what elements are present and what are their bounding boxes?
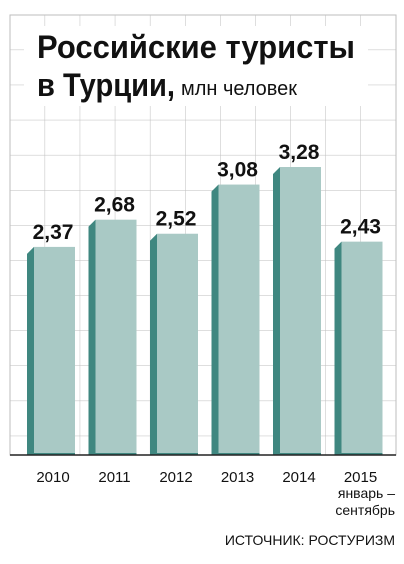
data-label: 3,08	[217, 159, 258, 182]
bar-depth	[334, 241, 383, 455]
bar-depth	[150, 233, 198, 455]
chart-title: Российские туристы	[37, 29, 355, 65]
data-label: 3,28	[279, 141, 320, 164]
data-label: 2,68	[94, 194, 135, 217]
bar-depth	[88, 219, 137, 455]
bar	[34, 246, 75, 453]
x-tick-label: 2014	[282, 469, 315, 486]
x-tick-label: 2010	[36, 469, 69, 486]
bar-depth	[27, 246, 75, 455]
chart-subtitle: млн человек	[181, 78, 297, 100]
x-tick-label: 2012	[159, 469, 192, 486]
annotation: сентябрь	[335, 502, 395, 518]
title-box	[24, 26, 368, 106]
chart-title: в Турции,	[37, 67, 175, 103]
x-tick-label: 2015	[344, 469, 377, 486]
bar	[280, 167, 321, 453]
bar	[218, 184, 260, 453]
annotation: январь –	[338, 485, 395, 501]
data-label: 2,43	[340, 216, 381, 239]
source: ИСТОЧНИК: РОСТУРИЗМ	[225, 532, 395, 548]
bar	[157, 233, 198, 453]
data-label: 2,52	[156, 208, 197, 231]
bar	[341, 241, 383, 453]
x-tick-label: 2011	[98, 469, 130, 486]
x-tick-label: 2013	[221, 469, 254, 486]
bar-depth	[211, 184, 260, 455]
data-label: 2,37	[33, 221, 74, 244]
bar	[95, 219, 137, 453]
bar-depth	[273, 167, 321, 455]
